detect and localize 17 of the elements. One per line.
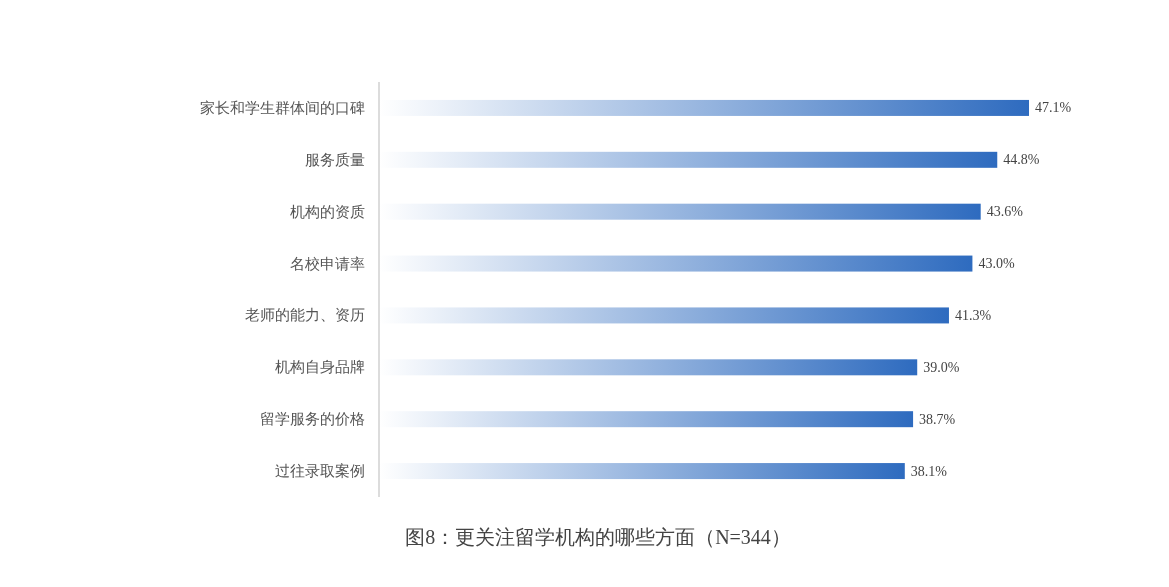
value-label: 39.0% [923, 359, 960, 375]
title: 图8：更关注留学机构的哪些方面（N=344） [405, 526, 791, 548]
value-label: 41.3% [954, 307, 992, 323]
category-label: 名校申请率 [290, 255, 365, 272]
category-label: 机构自身品牌 [275, 359, 365, 376]
category-label: 老师的能力、资历 [245, 307, 365, 324]
category-label: 过往录取案例 [275, 463, 365, 480]
category-label: 服务质量 [305, 151, 365, 168]
category-label: 留学服务的价格 [260, 411, 365, 428]
value-label: 44.8% [1003, 152, 1040, 168]
category-label: 家长和学生群体间的口碑 [200, 99, 365, 116]
value-label: 47.1% [1035, 100, 1072, 116]
value-label: 38.7% [919, 411, 956, 427]
value-label: 43.0% [978, 256, 1015, 272]
value-label: 43.6% [986, 204, 1023, 220]
category-label: 机构的资质 [290, 203, 365, 220]
value-label: 38.1% [910, 463, 947, 479]
